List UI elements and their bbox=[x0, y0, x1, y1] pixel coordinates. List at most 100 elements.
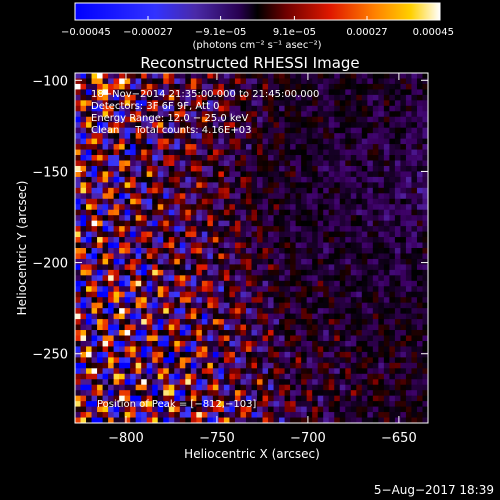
heatmap-cell bbox=[124, 155, 131, 161]
heatmap-cell bbox=[168, 275, 175, 282]
time-range-text: 18−Nov−2014 21:35:00.000 to 21:45:00.000 bbox=[91, 89, 319, 100]
heatmap-cell bbox=[422, 204, 429, 211]
heatmap-cell bbox=[411, 237, 418, 243]
heatmap-cell bbox=[124, 149, 131, 156]
heatmap-cell bbox=[317, 182, 324, 189]
heatmap-cell bbox=[317, 100, 324, 107]
heatmap-cell bbox=[279, 160, 285, 167]
heatmap-cell bbox=[328, 138, 335, 145]
heatmap-cell bbox=[97, 384, 103, 391]
heatmap-cell bbox=[80, 313, 87, 320]
heatmap-cell bbox=[317, 215, 324, 222]
heatmap-cell bbox=[328, 226, 335, 232]
heatmap-cell bbox=[273, 406, 280, 413]
heatmap-cell bbox=[389, 182, 396, 189]
heatmap-cell bbox=[207, 133, 214, 140]
heatmap-cell bbox=[124, 269, 131, 276]
heatmap-cell bbox=[422, 231, 429, 238]
heatmap-cell bbox=[218, 215, 225, 222]
heatmap-cell bbox=[97, 105, 103, 112]
heatmap-cell bbox=[152, 390, 159, 397]
heatmap-cell bbox=[400, 198, 407, 205]
heatmap-cell bbox=[361, 335, 368, 342]
heatmap-cell bbox=[174, 373, 181, 380]
heatmap-cell bbox=[301, 269, 308, 276]
heatmap-cell bbox=[234, 220, 241, 227]
heatmap-cell bbox=[416, 406, 423, 413]
heatmap-cell bbox=[290, 379, 297, 386]
heatmap-cell bbox=[146, 368, 153, 375]
heatmap-cell bbox=[91, 280, 98, 287]
heatmap-cell bbox=[405, 165, 412, 172]
heatmap-cell bbox=[345, 373, 352, 380]
heatmap-cell bbox=[218, 373, 225, 380]
heatmap-cell bbox=[301, 275, 308, 282]
heatmap-cell bbox=[323, 149, 330, 156]
heatmap-cell bbox=[394, 384, 401, 391]
heatmap-cell bbox=[157, 401, 164, 407]
heatmap-cell bbox=[212, 286, 219, 293]
heatmap-cell bbox=[229, 335, 236, 342]
heatmap-cell bbox=[97, 401, 103, 407]
heatmap-cell bbox=[141, 302, 148, 309]
heatmap-cell bbox=[257, 220, 263, 227]
heatmap-cell bbox=[345, 83, 352, 90]
heatmap-cell bbox=[367, 401, 374, 407]
heatmap-cell bbox=[207, 111, 214, 118]
heatmap-cell bbox=[257, 133, 263, 140]
heatmap-cell bbox=[383, 330, 390, 336]
heatmap-cell bbox=[234, 264, 241, 271]
heatmap-cell bbox=[108, 83, 115, 90]
heatmap-cell bbox=[290, 83, 297, 90]
heatmap-cell bbox=[345, 346, 352, 353]
heatmap-cell bbox=[400, 73, 407, 79]
heatmap-cell bbox=[119, 264, 126, 271]
heatmap-cell bbox=[328, 89, 335, 96]
heatmap-cell bbox=[196, 83, 203, 90]
heatmap-cell bbox=[102, 127, 109, 134]
heatmap-cell bbox=[218, 231, 225, 238]
heatmap-cell bbox=[273, 330, 280, 336]
heatmap-cell bbox=[268, 193, 274, 200]
heatmap-cell bbox=[345, 302, 352, 309]
heatmap-cells bbox=[75, 73, 429, 424]
heatmap-cell bbox=[290, 362, 297, 369]
heatmap-cell bbox=[146, 165, 153, 172]
heatmap-cell bbox=[312, 116, 319, 123]
heatmap-cell bbox=[279, 100, 285, 107]
heatmap-cell bbox=[262, 127, 269, 134]
heatmap-cell bbox=[124, 253, 131, 260]
heatmap-cell bbox=[152, 384, 159, 391]
heatmap-cell bbox=[179, 368, 186, 375]
heatmap-cell bbox=[378, 248, 385, 254]
heatmap-cell bbox=[223, 73, 230, 79]
heatmap-cell bbox=[212, 340, 219, 347]
heatmap-cell bbox=[262, 215, 269, 222]
y-tick-label: −250 bbox=[32, 348, 68, 363]
heatmap-cell bbox=[179, 390, 186, 397]
heatmap-cell bbox=[108, 297, 115, 304]
heatmap-cell bbox=[229, 100, 236, 107]
heatmap-cell bbox=[229, 357, 236, 364]
heatmap-cell bbox=[141, 149, 148, 156]
heatmap-cell bbox=[350, 165, 357, 172]
heatmap-cell bbox=[234, 390, 241, 397]
heatmap-cell bbox=[146, 390, 153, 397]
heatmap-cell bbox=[196, 160, 203, 167]
heatmap-cell bbox=[75, 138, 81, 145]
heatmap-cell bbox=[185, 165, 192, 172]
heatmap-cell bbox=[268, 83, 274, 90]
heatmap-cell bbox=[301, 100, 308, 107]
heatmap-cell bbox=[400, 253, 407, 260]
heatmap-cell bbox=[372, 324, 379, 331]
heatmap-cell bbox=[345, 264, 352, 271]
heatmap-cell bbox=[290, 248, 297, 254]
heatmap-cell bbox=[234, 302, 241, 309]
heatmap-cell bbox=[389, 401, 396, 407]
heatmap-cell bbox=[141, 165, 148, 172]
heatmap-cell bbox=[91, 242, 98, 249]
heatmap-cell bbox=[223, 138, 230, 145]
heatmap-cell bbox=[179, 83, 186, 90]
heatmap-cell bbox=[174, 220, 181, 227]
heatmap-cell bbox=[168, 165, 175, 172]
